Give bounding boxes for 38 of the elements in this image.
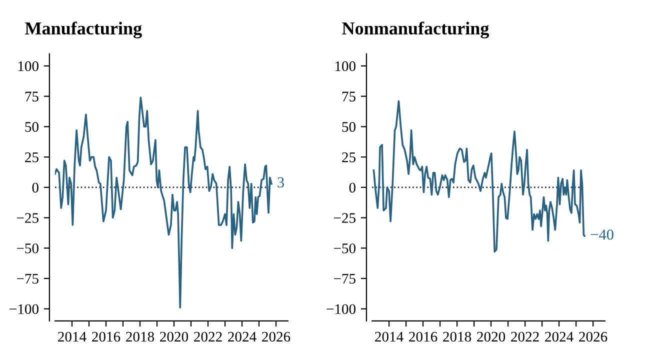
annotation: 3 [278,177,284,188]
x-tick-label: 2016 [409,332,438,342]
y-tick-label: 25 [25,152,38,162]
y-tick-label: 75 [25,92,38,102]
y-tick-label: 0 [32,182,38,193]
y-tick-label: 75 [342,92,356,102]
x-tick-label: 2016 [92,332,120,342]
x-tick-label: 2024 [228,332,256,342]
y-tick-label: −100 [326,304,356,314]
chart-title: Nonmanufacturing [342,22,490,38]
x-tick-label: 2026 [262,332,290,342]
y-tick-label: 0 [349,182,356,193]
x-tick-label: 2020 [160,332,188,342]
x-tick-label: 2018 [443,332,472,342]
y-tick-label: 25 [342,152,356,162]
x-tick-label: 2014 [375,332,404,342]
y-tick-label: 50 [342,122,356,132]
y-tick-label: −50 [334,243,356,254]
y-tick-label: 50 [25,122,38,132]
x-tick-label: 2024 [545,332,574,342]
y-tick-label: −25 [334,213,356,223]
annotation: −40 [590,229,614,240]
x-tick-label: 2022 [511,332,539,342]
line-series [372,100,586,253]
y-tick-label: 100 [18,61,38,72]
y-tick-label: −50 [16,243,38,254]
x-tick-label: 2020 [477,332,506,342]
line-series [54,96,272,309]
x-tick-label: 2026 [579,332,608,342]
x-tick-label: 2022 [194,332,222,342]
y-tick-label: 100 [335,61,356,72]
y-tick-label: −100 [10,304,38,314]
x-tick-label: 2014 [58,332,86,342]
y-tick-label: −75 [16,274,38,284]
x-tick-label: 2018 [126,332,154,342]
y-tick-label: −25 [16,213,38,223]
y-tick-label: −75 [334,274,356,284]
chart-title: Manufacturing [25,22,142,38]
